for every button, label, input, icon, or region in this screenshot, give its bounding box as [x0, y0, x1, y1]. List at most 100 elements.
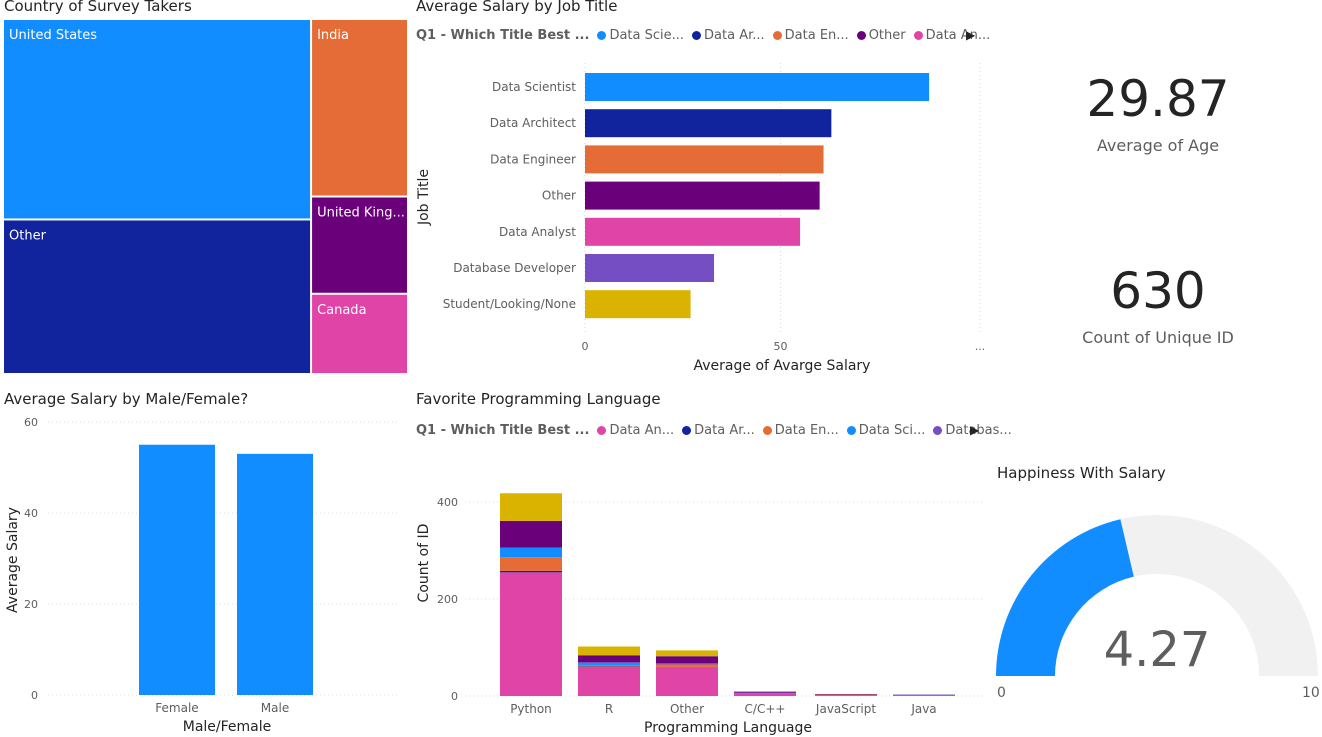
y-tick-label: 200 [437, 593, 458, 606]
y-tick-label: 0 [31, 689, 38, 702]
lang-chart-legend: Q1 - Which Title Best ... Data An... Dat… [416, 423, 1020, 438]
segment-javascript-data-engineer[interactable] [815, 694, 877, 696]
legend-item-data-analyst[interactable]: Data An... [597, 423, 674, 438]
x-axis-title: Average of Avarge Salary [694, 358, 871, 374]
y-tick-label: Other [542, 189, 576, 203]
legend-item-data-scientist[interactable]: Data Sci... [846, 423, 925, 438]
legend-next-arrow-icon[interactable]: ▶ [966, 28, 976, 42]
bar-data-engineer[interactable] [585, 145, 824, 174]
x-tick-label: C/C++ [745, 702, 786, 716]
y-tick-label: 20 [24, 598, 38, 611]
bar-data-analyst[interactable] [585, 217, 801, 246]
treemap-label: Canada [317, 303, 366, 318]
segment-r-student-looking-none[interactable] [578, 646, 640, 656]
x-tick-label: Other [670, 702, 704, 716]
legend-item-data-engineer[interactable]: Data En... [772, 28, 849, 43]
segment-python-data-architect[interactable] [500, 570, 562, 573]
segment-r-data-scientist[interactable] [578, 663, 640, 665]
x-tick-label: 50 [774, 340, 788, 353]
bar-data-architect[interactable] [585, 109, 832, 138]
bar-male[interactable] [237, 453, 313, 695]
kpi-count-label: Count of Unique ID [1082, 328, 1234, 347]
y-tick-label: Database Developer [453, 261, 576, 275]
bar-student-looking-none[interactable] [585, 290, 691, 319]
legend-item-database-developer[interactable]: Databas... [933, 423, 1012, 438]
bar-other[interactable] [585, 181, 820, 210]
y-tick-label: 40 [24, 507, 38, 520]
treemap-label: Other [9, 228, 47, 243]
legend-item-other[interactable]: Other [856, 28, 906, 43]
x-tick-label: Female [155, 701, 198, 715]
y-axis-title: Average Salary [5, 507, 21, 613]
legend-item-data-engineer[interactable]: Data En... [762, 423, 839, 438]
segment-java-data-analyst[interactable] [893, 695, 955, 696]
job-chart-title: Average Salary by Job Title [416, 0, 618, 15]
gauge-track[interactable] [1120, 515, 1318, 676]
gauge-value-label: 4.27 [1104, 622, 1211, 678]
x-axis-title: Programming Language [644, 720, 812, 736]
bar-data-scientist[interactable] [585, 73, 930, 101]
legend-item-data-scientist[interactable]: Data Scie... [597, 28, 684, 43]
gauge-value-arc[interactable] [996, 519, 1134, 676]
segment-r-data-engineer[interactable] [578, 664, 640, 667]
x-tick-label: 0 [582, 340, 589, 353]
x-tick-overflow: ... [975, 340, 986, 353]
legend-title: Q1 - Which Title Best ... [416, 28, 590, 43]
bar-female[interactable] [139, 444, 215, 695]
kpi-age-value: 29.87 [1086, 70, 1230, 128]
job-title-bar-chart[interactable]: 0 50 ... Data Scientist Data Architect Data E… [410, 55, 995, 380]
x-tick-label: Java [910, 702, 936, 716]
gender-chart-title: Average Salary by Male/Female? [4, 390, 249, 408]
happiness-gauge[interactable]: 4.27 0 10 [990, 505, 1322, 737]
country-treemap[interactable]: United States Other India United King... Can… [0, 18, 410, 378]
segment-python-data-scientist[interactable] [500, 547, 562, 558]
language-stacked-bar-chart[interactable]: 0 200 400 Python R Other C/C++ JavaScript Java Pr… [410, 445, 995, 737]
segment-python-data-analyst[interactable] [500, 572, 562, 696]
bar-database-developer[interactable] [585, 254, 715, 282]
x-axis-title: Male/Female [183, 719, 272, 735]
gauge-min-label: 0 [997, 685, 1006, 701]
treemap-tile-other[interactable] [4, 220, 311, 373]
y-tick-label: 400 [437, 496, 458, 509]
treemap-label: United King... [317, 206, 405, 221]
y-tick-label: 60 [24, 416, 38, 429]
treemap-label: United States [9, 28, 97, 43]
x-tick-label: Python [510, 702, 552, 716]
job-chart-legend: Q1 - Which Title Best ... Data Scie... D… [416, 28, 998, 43]
segment-r-other[interactable] [578, 655, 640, 663]
y-tick-label: Data Analyst [499, 225, 576, 239]
legend-next-arrow-icon[interactable]: ▶ [970, 423, 980, 437]
legend-title: Q1 - Which Title Best ... [416, 423, 590, 438]
y-tick-label: Data Architect [490, 116, 577, 130]
segment-python-student-looking-none[interactable] [500, 493, 562, 521]
gender-bar-chart[interactable]: 0 20 40 60 Female Male Male/Female Average Sala… [0, 410, 410, 737]
gauge-max-label: 10 [1302, 685, 1320, 701]
y-tick-label: Data Scientist [492, 80, 576, 94]
y-axis-title: Count of ID [416, 524, 432, 603]
segment-r-database-developer[interactable] [578, 662, 640, 664]
y-axis-title: Job Title [416, 169, 432, 226]
segment-other-data-engineer[interactable] [656, 664, 718, 667]
treemap-title: Country of Survey Takers [4, 0, 192, 15]
treemap-tile-canada[interactable] [312, 294, 407, 373]
segment-python-data-engineer[interactable] [500, 557, 562, 571]
segment-python-other[interactable] [500, 520, 562, 548]
legend-item-data-architect[interactable]: Data Ar... [692, 28, 765, 43]
legend-item-data-architect[interactable]: Data Ar... [682, 423, 755, 438]
segment-other-student-looking-none[interactable] [656, 650, 718, 657]
x-tick-label: JavaScript [815, 702, 876, 716]
legend-item-data-analyst[interactable]: Data An... [913, 28, 990, 43]
segment-other-data-analyst[interactable] [656, 666, 718, 696]
kpi-count-value: 630 [1110, 262, 1206, 320]
treemap-tile-india[interactable] [312, 20, 407, 196]
gauge-title: Happiness With Salary [997, 464, 1166, 482]
y-tick-label: 0 [451, 690, 458, 703]
segment-other-other[interactable] [656, 656, 718, 664]
treemap-tile-united-kingdom[interactable] [312, 197, 407, 293]
segment-r-data-analyst[interactable] [578, 666, 640, 696]
segment-c-c--other[interactable] [734, 691, 796, 693]
treemap-tile-united-states[interactable] [4, 20, 311, 219]
y-tick-label: Data Engineer [490, 152, 576, 166]
segment-other-database-developer[interactable] [656, 663, 718, 665]
segment-c-c--data-analyst[interactable] [734, 693, 796, 696]
